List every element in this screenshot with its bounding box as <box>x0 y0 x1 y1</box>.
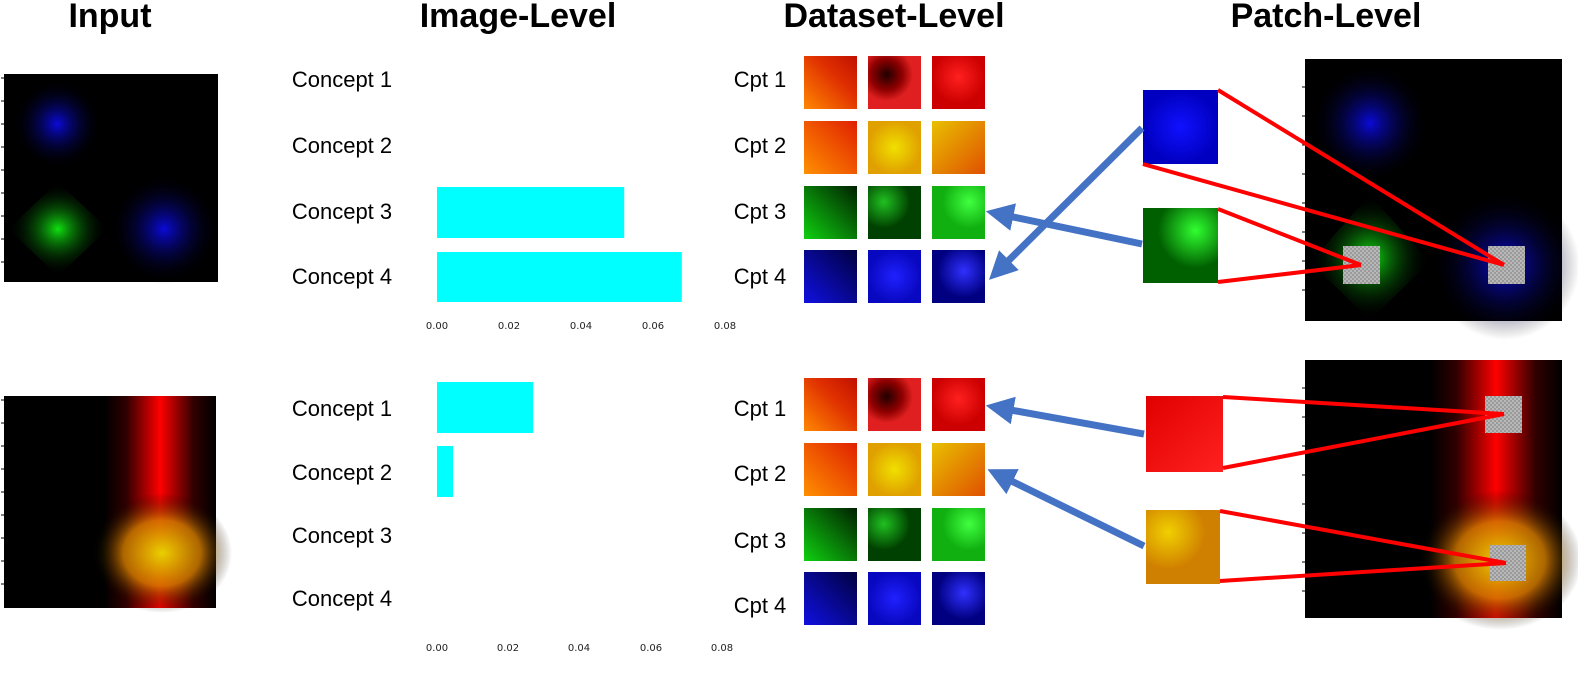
concept-tile <box>932 186 985 239</box>
cpt-label-4: Cpt 4 <box>734 593 787 618</box>
cpt-label-3: Cpt 3 <box>734 528 787 553</box>
header-input: Input <box>68 0 151 35</box>
cpt-label-1: Cpt 1 <box>734 67 787 92</box>
concept-label-1: Concept 1 <box>292 67 392 92</box>
input-image-1 <box>1 74 219 284</box>
header-image-level: Image-Level <box>420 0 617 35</box>
concept-tile <box>804 121 857 174</box>
concept-label-3: Concept 3 <box>292 199 392 224</box>
concept-tile <box>868 443 921 496</box>
bar-concept-4 <box>437 252 682 302</box>
bar-concept-1 <box>437 382 534 433</box>
x-tick-label: 0.06 <box>640 643 662 654</box>
cpt-label-3: Cpt 3 <box>734 199 787 224</box>
concept-label-4: Concept 4 <box>292 586 392 611</box>
x-tick-label: 0.02 <box>498 321 520 332</box>
concept-tile <box>932 121 985 174</box>
concept-label-1: Concept 1 <box>292 396 392 421</box>
concept-tile <box>932 572 985 625</box>
enlarged-patch-yellow <box>1146 510 1220 584</box>
concept-tile <box>804 572 857 625</box>
concept-tile <box>804 250 857 303</box>
highlighted-patch <box>1488 246 1525 284</box>
concept-tile <box>932 443 985 496</box>
concept-tile <box>804 508 857 561</box>
concept-tile <box>868 121 921 174</box>
concept-label-2: Concept 2 <box>292 133 392 158</box>
x-tick-label: 0.06 <box>642 321 664 332</box>
concept-tile <box>868 508 921 561</box>
image-level-bar-chart-2: Concept 1 Concept 2 Concept 3 Concept 4 … <box>292 382 733 654</box>
concept-tile <box>932 508 985 561</box>
x-tick-label: 0.04 <box>568 643 590 654</box>
concept-arrows <box>985 125 1146 550</box>
image-level-bar-chart-1: Concept 1 Concept 2 Concept 3 Concept 4 … <box>292 67 736 332</box>
enlarged-patch-red <box>1146 396 1223 472</box>
bar-concept-2 <box>437 446 454 497</box>
concept-tile <box>932 250 985 303</box>
concept-tile <box>932 378 985 431</box>
x-tick-label: 0.04 <box>570 321 592 332</box>
dataset-level-grid-1: Cpt 1 Cpt 2 Cpt 3 Cpt 4 <box>734 56 985 303</box>
x-tick-label: 0.00 <box>426 643 448 654</box>
enlarged-patch-green <box>1143 208 1218 283</box>
patch-level-image-2 <box>1302 360 1578 630</box>
concept-tile <box>804 56 857 109</box>
patch-connectors <box>1142 88 1507 583</box>
x-tick-label: 0.08 <box>714 321 736 332</box>
enlarged-patch-blue <box>1143 90 1218 164</box>
concept-tile <box>932 56 985 109</box>
concept-tile <box>804 186 857 239</box>
x-tick-label: 0.02 <box>497 643 519 654</box>
concept-tile <box>868 378 921 431</box>
patch-level-image-1 <box>1302 59 1578 340</box>
input-image-2 <box>1 396 232 613</box>
bar-concept-3 <box>437 187 625 238</box>
concept-tile <box>804 378 857 431</box>
concept-tile <box>868 250 921 303</box>
dataset-level-grid-2: Cpt 1 Cpt 2 Cpt 3 Cpt 4 <box>734 378 985 625</box>
cpt-label-1: Cpt 1 <box>734 396 787 421</box>
x-tick-label: 0.08 <box>711 643 733 654</box>
cpt-label-2: Cpt 2 <box>734 133 787 158</box>
cpt-label-4: Cpt 4 <box>734 264 787 289</box>
concept-tile <box>868 56 921 109</box>
header-patch-level: Patch-Level <box>1231 0 1422 35</box>
cpt-label-2: Cpt 2 <box>734 461 787 486</box>
concept-label-3: Concept 3 <box>292 523 392 548</box>
concept-tile <box>804 443 857 496</box>
concept-tile <box>868 572 921 625</box>
x-tick-label: 0.00 <box>426 321 448 332</box>
header-dataset-level: Dataset-Level <box>783 0 1004 35</box>
concept-label-4: Concept 4 <box>292 264 392 289</box>
concept-label-2: Concept 2 <box>292 460 392 485</box>
concept-tile <box>868 186 921 239</box>
